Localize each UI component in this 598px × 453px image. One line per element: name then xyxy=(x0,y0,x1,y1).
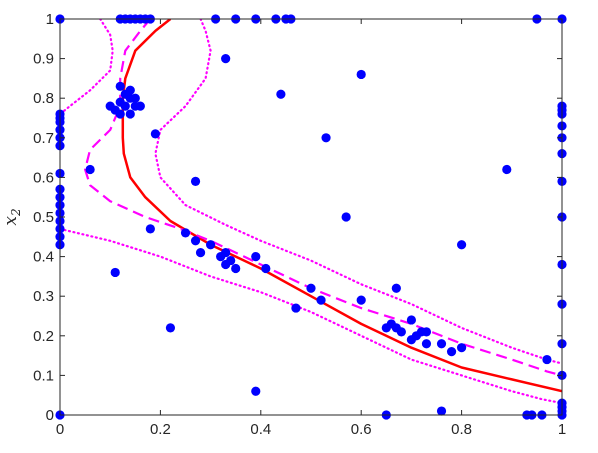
x-axis-label: x1 xyxy=(300,448,317,453)
data-point-93 xyxy=(356,295,366,305)
data-point-90 xyxy=(306,283,316,293)
x-axis: 0 0.2 0.4 0.6 0.8 1 xyxy=(56,19,566,438)
data-point-61 xyxy=(115,81,125,91)
y-axis: 0 0.1 0.2 0.3 0.4 0.5 0.6 0.7 0.8 0.9 1 xyxy=(33,11,562,424)
data-point-74 xyxy=(150,129,160,139)
data-point-78 xyxy=(180,228,191,238)
data-point-64 xyxy=(125,85,135,95)
x-tick-label-1: 0.2 xyxy=(150,421,171,438)
data-point-109 xyxy=(251,386,261,396)
x-tick-label-3: 0.6 xyxy=(351,421,372,438)
data-point-108 xyxy=(165,323,176,333)
y-tick-label-1: 0.1 xyxy=(33,367,54,384)
data-point-79 xyxy=(190,236,201,246)
data-point-103 xyxy=(421,327,432,337)
data-point-106 xyxy=(446,347,457,357)
x-tick-label-5: 1 xyxy=(558,421,566,438)
data-point-107 xyxy=(457,343,467,353)
y-tick-label-7: 0.7 xyxy=(33,130,54,147)
data-point-16 xyxy=(221,54,231,64)
data-point-17 xyxy=(276,89,286,99)
y-axis-label-sub: 2 xyxy=(9,208,23,217)
y-tick-label-0: 0 xyxy=(46,407,54,424)
y-axis-label-main: x xyxy=(1,216,21,226)
y-tick-label-9: 0.9 xyxy=(33,51,54,68)
data-point-92 xyxy=(291,303,301,313)
data-point-99 xyxy=(406,315,416,325)
data-point-18 xyxy=(356,69,366,80)
y-tick-label-8: 0.8 xyxy=(33,90,54,107)
data-point-65 xyxy=(130,93,140,103)
data-point-80 xyxy=(195,248,206,258)
y-tick-label-5: 0.5 xyxy=(33,209,54,226)
data-point-56 xyxy=(436,406,447,416)
data-point-87 xyxy=(251,252,261,262)
y-axis-label: x2 xyxy=(1,208,23,225)
data-point-89 xyxy=(110,267,120,278)
data-point-71 xyxy=(125,109,135,119)
data-point-77 xyxy=(145,224,155,234)
data-point-86 xyxy=(231,263,241,274)
data-point-70 xyxy=(120,101,130,111)
data-point-105 xyxy=(436,339,447,349)
band-curve-4 xyxy=(154,19,562,365)
band-curve-3 xyxy=(60,19,114,116)
y-tick-label-2: 0.2 xyxy=(33,328,54,345)
y-tick-label-4: 0.4 xyxy=(33,249,54,266)
x-tick-label-4: 0.8 xyxy=(451,421,472,438)
data-point-85 xyxy=(226,255,236,266)
x-axis-label-main: x xyxy=(300,448,310,453)
data-point-20 xyxy=(502,164,512,175)
data-point-94 xyxy=(391,283,401,293)
data-point-21 xyxy=(341,212,351,222)
data-point-88 xyxy=(261,263,271,274)
data-point-98 xyxy=(396,327,406,337)
data-point-81 xyxy=(206,240,216,250)
data-point-83 xyxy=(221,248,231,258)
data-point-72 xyxy=(115,109,125,119)
y-tick-label-6: 0.6 xyxy=(33,169,54,186)
data-point-104 xyxy=(421,339,432,349)
y-tick-label-10: 1 xyxy=(46,11,54,28)
x-tick-label-2: 0.4 xyxy=(250,421,271,438)
plot-area xyxy=(60,19,562,415)
data-point-22 xyxy=(457,240,467,250)
data-point-75 xyxy=(85,164,95,175)
y-tick-label-3: 0.3 xyxy=(33,288,54,305)
data-point-91 xyxy=(316,295,326,305)
boundary-curve xyxy=(121,19,562,393)
data-point-19 xyxy=(321,133,331,143)
data-point-73 xyxy=(135,101,145,111)
data-point-60 xyxy=(542,354,552,365)
x-tick-label-0: 0 xyxy=(56,421,64,438)
data-point-76 xyxy=(190,176,201,186)
